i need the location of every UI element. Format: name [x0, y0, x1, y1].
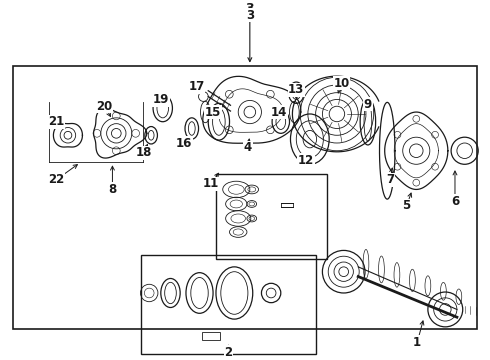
Text: 3: 3: [245, 2, 254, 15]
Text: 21: 21: [48, 115, 64, 128]
Bar: [202, 332, 220, 341]
Text: 3: 3: [246, 9, 254, 22]
Text: 14: 14: [270, 105, 287, 118]
Text: 15: 15: [205, 105, 221, 118]
Text: 5: 5: [402, 199, 411, 212]
Text: 19: 19: [152, 93, 169, 106]
Text: 7: 7: [386, 173, 394, 186]
Text: 20: 20: [97, 100, 113, 113]
Text: 13: 13: [288, 83, 304, 96]
Text: 12: 12: [298, 154, 314, 167]
Text: 4: 4: [244, 141, 252, 154]
Text: 8: 8: [108, 183, 117, 196]
Text: 22: 22: [48, 173, 64, 186]
Text: 18: 18: [135, 146, 151, 159]
Bar: [216, 174, 327, 259]
Bar: [13, 66, 477, 329]
Text: 11: 11: [203, 177, 219, 190]
Text: 2: 2: [224, 346, 233, 359]
Text: 10: 10: [334, 77, 350, 90]
Text: 16: 16: [176, 136, 192, 149]
Text: 17: 17: [189, 80, 205, 93]
Text: 9: 9: [364, 98, 372, 111]
Text: 6: 6: [451, 194, 459, 208]
Bar: [142, 255, 316, 354]
Text: 1: 1: [413, 336, 421, 349]
